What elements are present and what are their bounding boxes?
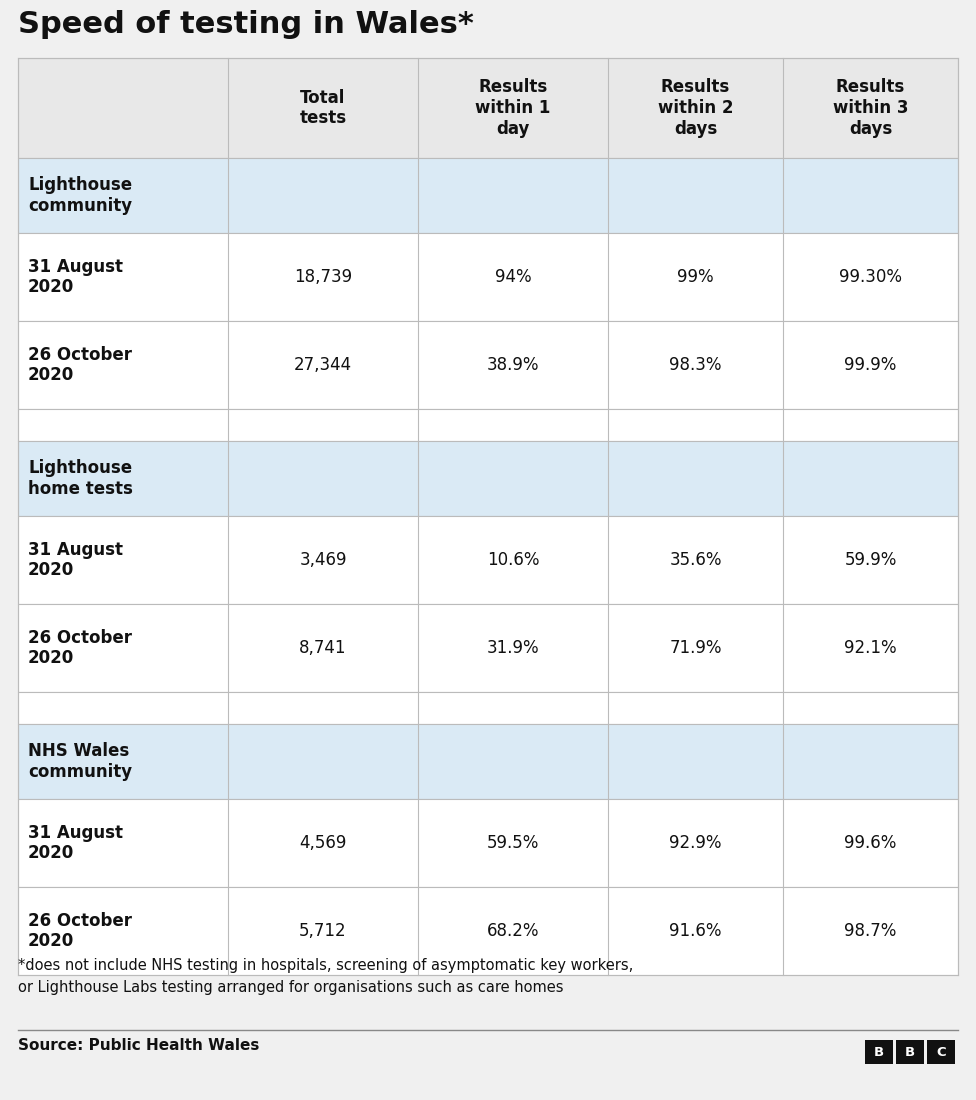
Text: 99.6%: 99.6% (844, 834, 897, 852)
Bar (18, 887, 958, 975)
Text: 98.7%: 98.7% (844, 922, 897, 940)
Text: 98.3%: 98.3% (670, 356, 721, 374)
Text: 10.6%: 10.6% (487, 551, 540, 569)
Text: C: C (936, 1045, 946, 1058)
Text: 92.9%: 92.9% (670, 834, 721, 852)
Text: 31 August
2020: 31 August 2020 (28, 824, 123, 862)
Bar (18, 692, 958, 724)
Text: Results
within 3
days: Results within 3 days (833, 78, 909, 138)
Bar (18, 441, 958, 516)
Text: 68.2%: 68.2% (487, 922, 540, 940)
Text: 5,712: 5,712 (300, 922, 346, 940)
Text: 31.9%: 31.9% (487, 639, 540, 657)
Bar (18, 516, 958, 604)
Text: 99.30%: 99.30% (839, 268, 902, 286)
Text: Speed of testing in Wales*: Speed of testing in Wales* (18, 10, 474, 38)
Text: 8,741: 8,741 (300, 639, 346, 657)
Bar (18, 58, 958, 158)
Bar (865, 1040, 893, 1064)
Text: 4,569: 4,569 (300, 834, 346, 852)
Bar (18, 321, 958, 409)
Text: NHS Wales
community: NHS Wales community (28, 742, 132, 781)
Text: 99.9%: 99.9% (844, 356, 897, 374)
Text: *does not include NHS testing in hospitals, screening of asymptomatic key worker: *does not include NHS testing in hospita… (18, 958, 633, 974)
Text: 26 October
2020: 26 October 2020 (28, 912, 132, 950)
Bar (18, 233, 958, 321)
Text: B: B (905, 1045, 915, 1058)
Text: 26 October
2020: 26 October 2020 (28, 628, 132, 668)
Bar (18, 604, 958, 692)
Text: 31 August
2020: 31 August 2020 (28, 540, 123, 580)
Text: Source: Public Health Wales: Source: Public Health Wales (18, 1038, 260, 1053)
Text: or Lighthouse Labs testing arranged for organisations such as care homes: or Lighthouse Labs testing arranged for … (18, 980, 563, 996)
Text: Lighthouse
home tests: Lighthouse home tests (28, 459, 133, 498)
Bar (18, 158, 958, 233)
Text: 26 October
2020: 26 October 2020 (28, 345, 132, 384)
Text: 71.9%: 71.9% (670, 639, 721, 657)
Text: Results
within 2
days: Results within 2 days (658, 78, 733, 138)
Text: Results
within 1
day: Results within 1 day (475, 78, 550, 138)
Text: 18,739: 18,739 (294, 268, 352, 286)
Text: B: B (874, 1045, 884, 1058)
Bar (18, 409, 958, 441)
Text: 92.1%: 92.1% (844, 639, 897, 657)
Text: 91.6%: 91.6% (670, 922, 721, 940)
Bar (896, 1040, 924, 1064)
Bar (18, 724, 958, 799)
Bar (18, 799, 958, 887)
Text: Lighthouse
community: Lighthouse community (28, 176, 132, 214)
Text: 31 August
2020: 31 August 2020 (28, 257, 123, 296)
Text: 99%: 99% (677, 268, 713, 286)
Text: Total
tests: Total tests (300, 89, 346, 128)
Text: 59.5%: 59.5% (487, 834, 539, 852)
Text: 27,344: 27,344 (294, 356, 352, 374)
Text: 94%: 94% (495, 268, 531, 286)
Text: 35.6%: 35.6% (670, 551, 721, 569)
Text: 59.9%: 59.9% (844, 551, 897, 569)
Text: 38.9%: 38.9% (487, 356, 540, 374)
Bar (927, 1040, 955, 1064)
Text: 3,469: 3,469 (300, 551, 346, 569)
